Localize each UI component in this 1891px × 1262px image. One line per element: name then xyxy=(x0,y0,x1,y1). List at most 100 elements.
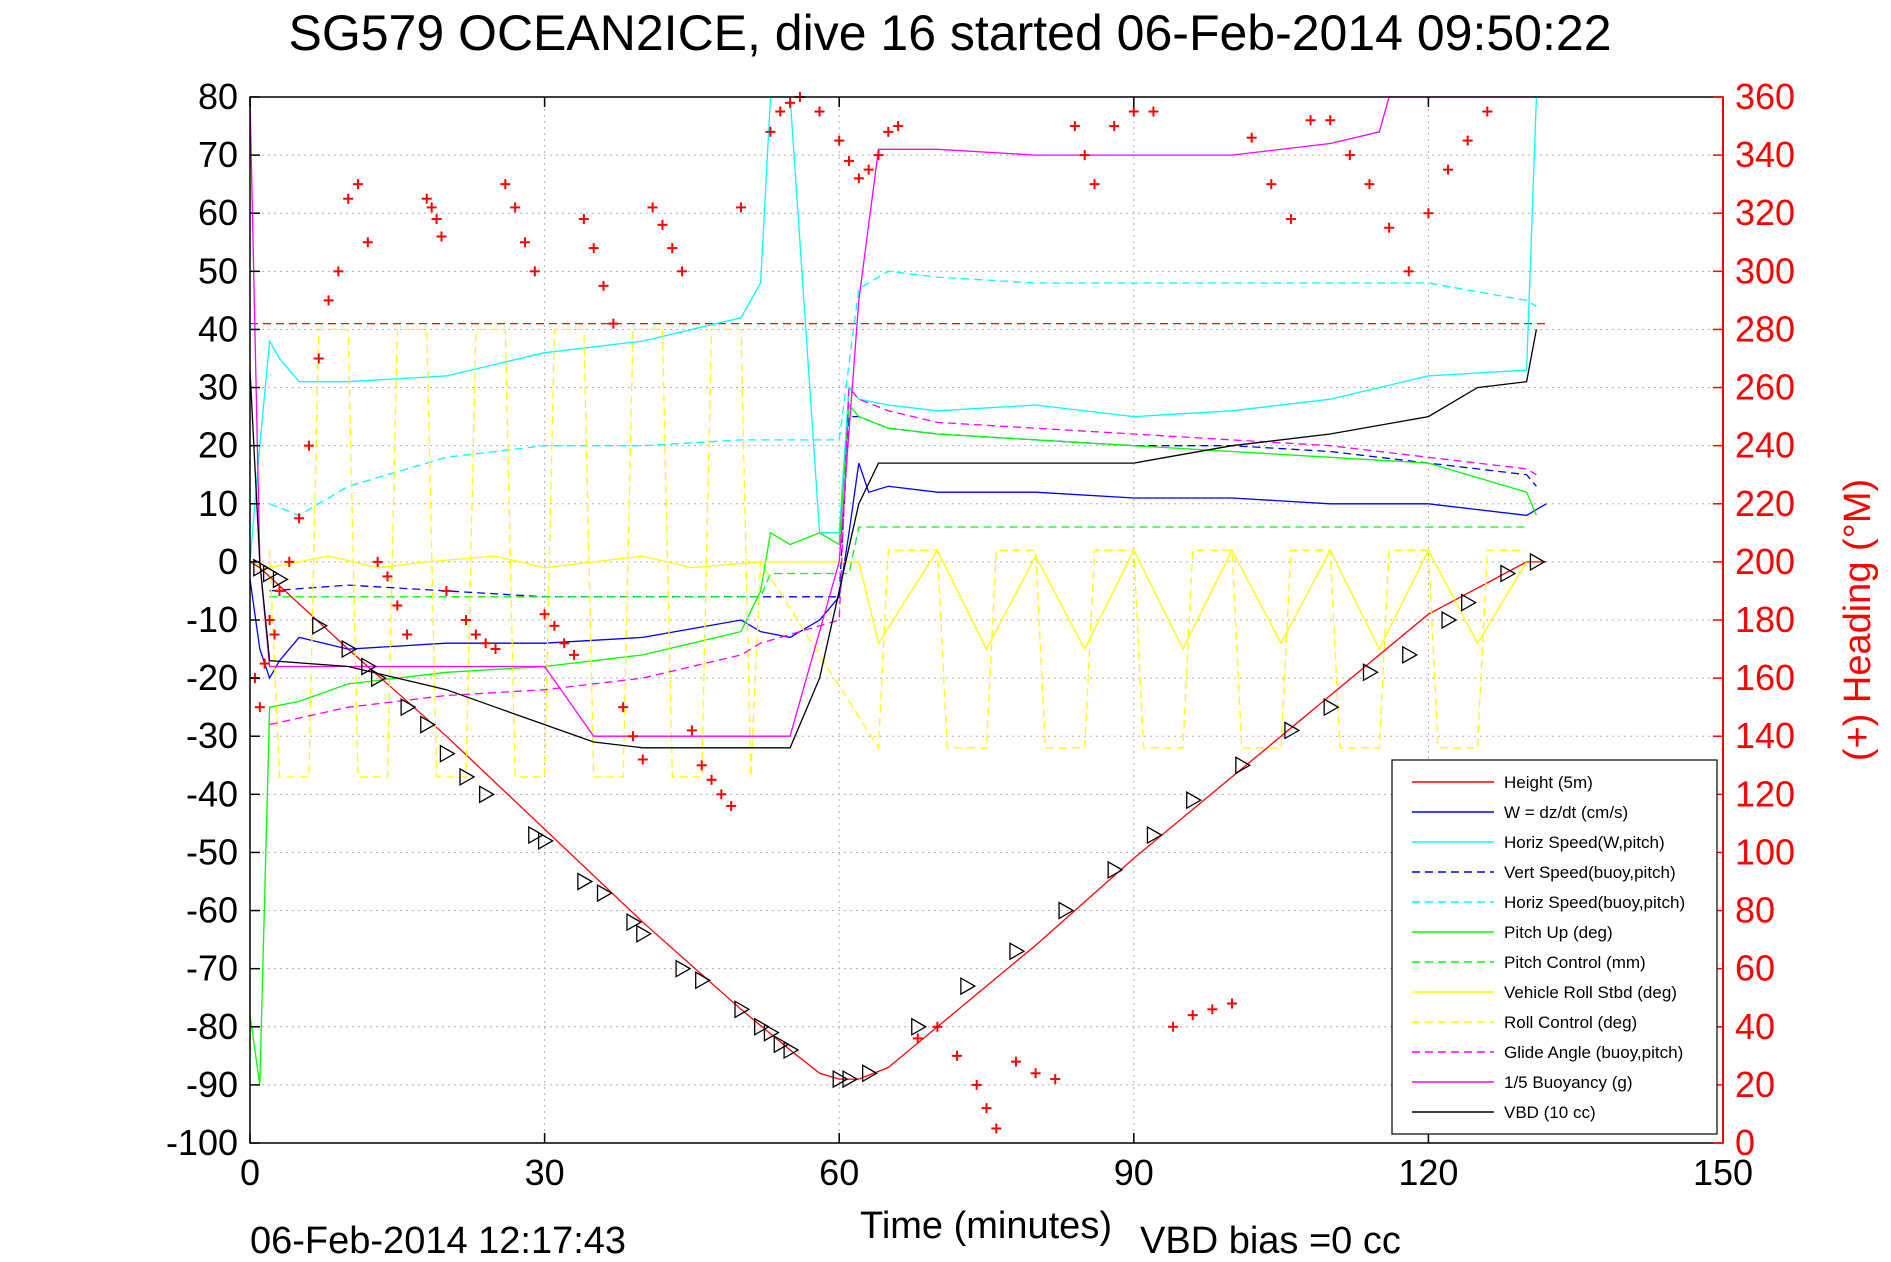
heading-marker xyxy=(426,202,437,213)
heading-marker xyxy=(274,585,285,596)
y-tick-right-label: 260 xyxy=(1735,367,1795,408)
heading-marker xyxy=(421,193,432,204)
heading-marker xyxy=(254,702,265,713)
dive-triangle-marker xyxy=(262,564,279,583)
chart-title: SG579 OCEAN2ICE, dive 16 started 06-Feb-… xyxy=(289,5,1612,61)
heading-marker xyxy=(785,97,796,108)
heading-marker xyxy=(353,179,364,190)
dive-triangle-marker xyxy=(1500,564,1517,583)
heading-marker xyxy=(1030,1068,1041,1079)
heading-marker xyxy=(549,620,560,631)
legend-entry: Glide Angle (buoy,pitch) xyxy=(1504,1043,1683,1062)
dive-triangle-marker xyxy=(272,570,289,589)
heading-marker xyxy=(991,1123,1002,1134)
legend-entry: Vert Speed(buoy,pitch) xyxy=(1504,863,1676,882)
heading-marker xyxy=(392,600,403,611)
dive-triangle-marker xyxy=(763,1023,780,1042)
heading-marker xyxy=(303,440,314,451)
heading-marker xyxy=(627,731,638,742)
x-tick-label: 30 xyxy=(525,1152,565,1193)
dive-triangle-marker xyxy=(1058,901,1075,920)
dive-triangle-marker xyxy=(577,872,594,891)
heading-marker xyxy=(863,164,874,175)
heading-marker xyxy=(431,214,442,225)
heading-marker xyxy=(578,214,589,225)
y-tick-right-label: 240 xyxy=(1735,425,1795,466)
dive-triangle-marker xyxy=(1529,552,1546,572)
heading-marker xyxy=(323,295,334,306)
heading-marker xyxy=(1482,106,1493,117)
heading-marker xyxy=(1462,135,1473,146)
heading-marker xyxy=(441,585,452,596)
heading-marker xyxy=(490,644,501,655)
y-tick-right-label: 60 xyxy=(1735,948,1775,989)
y-tick-label: 40 xyxy=(198,308,238,349)
heading-marker xyxy=(1443,164,1454,175)
heading-marker xyxy=(588,243,599,254)
heading-marker xyxy=(1227,998,1237,1009)
dive-triangle-marker xyxy=(400,698,417,717)
y-tick-label: 10 xyxy=(198,483,238,524)
y-tick-label: -20 xyxy=(186,657,238,698)
y-tick-right-label: 140 xyxy=(1735,715,1795,756)
y-tick-label: 80 xyxy=(198,76,238,117)
y-tick-right-label: 180 xyxy=(1735,599,1795,640)
heading-marker xyxy=(952,1050,963,1061)
heading-marker xyxy=(372,556,383,567)
x-tick-label: 0 xyxy=(240,1152,260,1193)
heading-marker xyxy=(844,155,855,166)
heading-marker xyxy=(971,1079,982,1090)
legend-box xyxy=(1391,759,1718,1135)
y-tick-label: 60 xyxy=(198,192,238,233)
dive-triangle-marker xyxy=(626,913,643,932)
dive-triangle-marker xyxy=(1362,663,1379,682)
y-tick-label: -40 xyxy=(186,773,238,814)
y-tick-right-label: 340 xyxy=(1735,134,1795,175)
heading-marker xyxy=(657,219,668,230)
heading-marker xyxy=(436,231,447,242)
heading-marker xyxy=(259,658,270,669)
y-tick-label: 0 xyxy=(218,541,238,582)
heading-marker xyxy=(1423,208,1434,219)
legend-entry: Height (5m) xyxy=(1504,773,1593,792)
series-line-9 xyxy=(269,385,1537,726)
legend: Height (5m) W = dz/dt (cm/s) Horiz Speed(W… xyxy=(1391,759,1718,1135)
heading-marker xyxy=(637,754,648,765)
y-tick-right-label: 100 xyxy=(1735,831,1795,872)
dive-triangle-marker xyxy=(753,1017,770,1036)
heading-marker xyxy=(1079,150,1090,161)
heading-marker xyxy=(529,266,540,277)
dive-triangle-marker xyxy=(528,825,545,845)
dive-triangle-marker xyxy=(361,657,378,676)
heading-marker xyxy=(284,556,295,567)
heading-marker xyxy=(647,202,658,213)
y-tick-label: 20 xyxy=(198,425,238,466)
dive-triangle-marker xyxy=(783,1040,800,1060)
heading-marker xyxy=(932,1021,943,1032)
dive-triangle-marker xyxy=(537,831,554,850)
y-tick-right-label: 280 xyxy=(1735,308,1795,349)
dive-triangle-marker xyxy=(1284,721,1301,740)
heading-marker xyxy=(1344,150,1355,161)
y-tick-label: -10 xyxy=(186,599,238,640)
heading-marker xyxy=(313,353,324,364)
y-axis-right-label: (+) Heading (°M) xyxy=(1837,479,1879,761)
series-line-6 xyxy=(269,526,1527,598)
y-tick-right-label: 40 xyxy=(1735,1006,1775,1047)
heading-marker xyxy=(706,774,717,785)
legend-entry: 1/5 Buoyancy (g) xyxy=(1504,1073,1633,1092)
heading-marker xyxy=(1384,222,1395,233)
dive-triangle-marker xyxy=(341,639,358,659)
heading-marker xyxy=(853,173,864,184)
y-tick-right-label: 120 xyxy=(1735,773,1795,814)
legend-entry: VBD (10 cc) xyxy=(1504,1103,1596,1122)
dive-triangle-marker xyxy=(459,767,476,787)
series-line-5 xyxy=(249,403,1537,1085)
heading-marker xyxy=(480,638,491,649)
dive-triangle-marker xyxy=(862,1064,878,1083)
heading-marker xyxy=(765,126,776,137)
heading-marker xyxy=(1305,115,1316,126)
y-tick-right-label: 300 xyxy=(1735,250,1795,291)
